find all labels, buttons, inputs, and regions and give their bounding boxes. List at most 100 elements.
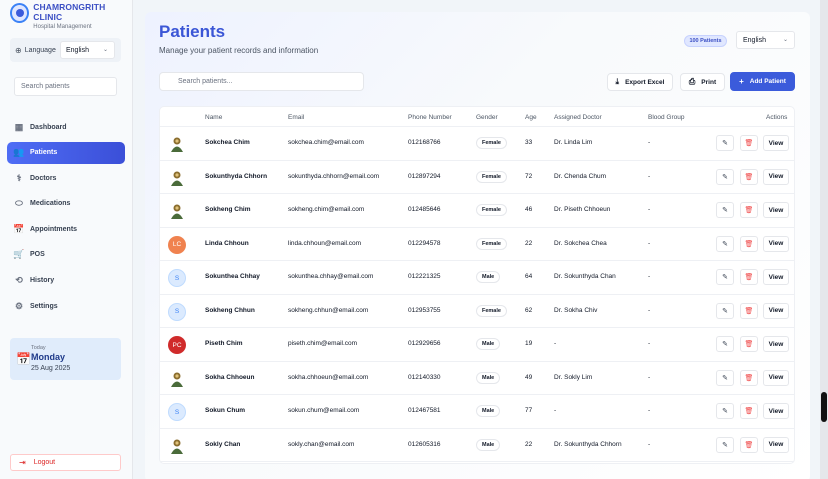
table-row[interactable]: Sokunthyda Chhorn sokunthyda.chhorn@email… xyxy=(160,161,794,194)
edit-button[interactable]: ✎ xyxy=(716,168,734,185)
view-button[interactable]: View xyxy=(763,269,789,285)
edit-button[interactable]: ✎ xyxy=(716,202,734,218)
table-row[interactable]: S Sokunthea Chhay sokunthea.chhay@email.co… xyxy=(160,261,794,295)
edit-button[interactable]: ✎ xyxy=(716,235,734,252)
trash-icon: 🗑 xyxy=(744,207,754,214)
column-header[interactable]: Email xyxy=(288,114,305,121)
trash-icon: 🗑 xyxy=(744,408,754,415)
delete-button[interactable]: 🗑 xyxy=(740,269,758,285)
column-header[interactable]: Blood Group xyxy=(648,114,685,121)
edit-button[interactable]: ✎ xyxy=(716,336,734,352)
table-row[interactable]: PC Piseth Chim piseth.chim@email.com 012929… xyxy=(160,328,794,362)
sidebar-item-doctors[interactable]: ⚕ Doctors xyxy=(7,167,125,189)
column-header[interactable]: Name xyxy=(205,114,223,121)
view-button[interactable]: View xyxy=(763,235,789,252)
trash-icon: 🗑 xyxy=(744,173,754,181)
patient-avatar-image xyxy=(168,202,186,220)
sidebar-item-label: Patients xyxy=(30,149,58,157)
edit-button[interactable]: ✎ xyxy=(716,403,734,419)
logout-button[interactable]: ⇥ Logout xyxy=(10,454,121,471)
blood-group: - xyxy=(648,306,651,314)
gear-icon: ⚙ xyxy=(14,300,24,311)
patient-age: 46 xyxy=(525,206,533,213)
edit-button[interactable]: ✎ xyxy=(716,436,734,453)
sidebar-item-patients[interactable]: 👥 Patients xyxy=(7,141,125,164)
view-button[interactable]: View xyxy=(763,403,789,419)
gender-badge: Female xyxy=(476,137,507,149)
print-label: Print xyxy=(701,78,717,86)
table-row[interactable]: S Sokun Chum sokun.chum@email.com 012467581… xyxy=(160,395,794,429)
assigned-doctor: Dr. Piseth Chhoeun xyxy=(554,206,611,213)
calendar-icon: 📅 xyxy=(16,352,31,366)
table-row[interactable]: Sokly Chan sokly.chan@email.com 012605316 M… xyxy=(160,429,794,462)
patient-email: sokunthyda.chhorn@email.com xyxy=(288,172,380,180)
gender-badge: Female xyxy=(476,304,507,317)
print-button[interactable]: ⎙ Print xyxy=(680,73,725,91)
language-row: ⊕ Language English ⌄ xyxy=(10,38,121,62)
delete-button[interactable]: 🗑 xyxy=(740,436,758,453)
table-row[interactable]: Sokha Chhoeun sokha.chhoeun@email.com 0121… xyxy=(160,362,794,395)
sidebar-item-dashboard[interactable]: ▦ Dashboard xyxy=(7,116,125,138)
plus-icon: + xyxy=(739,77,744,86)
add-patient-button[interactable]: + Add Patient xyxy=(730,72,795,91)
sidebar-language-value: English xyxy=(66,46,89,54)
sidebar-search-input[interactable]: Search patients xyxy=(14,77,117,96)
view-button[interactable]: View xyxy=(763,302,789,319)
patient-search-input[interactable]: Search patients... xyxy=(159,72,364,91)
sidebar-item-history[interactable]: ⟲ History xyxy=(7,270,125,292)
delete-button[interactable]: 🗑 xyxy=(740,235,758,252)
delete-button[interactable]: 🗑 xyxy=(740,403,758,419)
patient-age: 64 xyxy=(525,273,533,280)
edit-button[interactable]: ✎ xyxy=(716,135,734,151)
sidebar-language-select[interactable]: English ⌄ xyxy=(60,41,115,59)
sidebar-item-settings[interactable]: ⚙ Settings xyxy=(7,295,125,317)
sidebar-item-medications[interactable]: ⬭ Medications xyxy=(7,193,125,215)
delete-button[interactable]: 🗑 xyxy=(740,302,758,319)
view-button[interactable]: View xyxy=(763,135,789,151)
table-row[interactable]: Sokheng Chim sokheng.chim@email.com 012485… xyxy=(160,194,794,228)
export-excel-button[interactable]: ⤓ Export Excel xyxy=(607,73,673,91)
delete-button[interactable]: 🗑 xyxy=(740,369,758,386)
view-button[interactable]: View xyxy=(763,436,789,453)
patient-avatar-image xyxy=(168,437,186,455)
sidebar-item-label: Medications xyxy=(30,200,71,208)
header-language-value: English xyxy=(743,37,766,44)
view-button[interactable]: View xyxy=(763,369,789,386)
column-header[interactable]: Gender xyxy=(476,114,498,121)
patient-phone: 012485646 xyxy=(408,206,441,213)
view-button[interactable]: View xyxy=(763,168,789,185)
table-row[interactable]: Sokchea Chim sokchea.chim@email.com 012168… xyxy=(160,127,794,161)
delete-button[interactable]: 🗑 xyxy=(740,202,758,218)
edit-icon: ✎ xyxy=(722,274,728,281)
today-card: 📅 Today Monday 25 Aug 2025 xyxy=(10,338,121,380)
delete-button[interactable]: 🗑 xyxy=(740,336,758,352)
column-header[interactable]: Assigned Doctor xyxy=(554,114,602,121)
edit-button[interactable]: ✎ xyxy=(716,269,734,285)
assigned-doctor: - xyxy=(554,407,557,414)
table-row[interactable]: LC Linda Chhoun linda.chhoun@email.com 0122… xyxy=(160,228,794,261)
edit-button[interactable]: ✎ xyxy=(716,302,734,319)
table-row[interactable]: S Sokheng Chhun sokheng.chhun@email.com 012… xyxy=(160,295,794,328)
sidebar-item-pos[interactable]: 🛒 POS xyxy=(7,244,125,266)
sidebar-item-appointments[interactable]: 📅 Appointments xyxy=(7,218,125,240)
view-button[interactable]: View xyxy=(763,202,789,218)
edit-button[interactable]: ✎ xyxy=(716,369,734,386)
window-scrollbar[interactable] xyxy=(820,0,828,479)
patient-count-badge: 100 Patients xyxy=(684,35,727,47)
column-header[interactable]: Age xyxy=(525,114,537,121)
patient-email: linda.chhoun@email.com xyxy=(288,239,362,247)
scrollbar-thumb[interactable] xyxy=(821,392,827,422)
delete-button[interactable]: 🗑 xyxy=(740,135,758,151)
blood-group: - xyxy=(648,340,651,347)
patient-email: sokheng.chim@email.com xyxy=(288,206,365,213)
patient-name: Sokchea Chim xyxy=(205,139,250,146)
column-header[interactable]: Phone Number xyxy=(408,114,452,121)
delete-button[interactable]: 🗑 xyxy=(740,168,758,185)
view-button[interactable]: View xyxy=(763,336,789,352)
patient-name: Piseth Chim xyxy=(205,340,243,347)
patient-age: 22 xyxy=(525,440,533,448)
header-language-select[interactable]: English ⌄ xyxy=(736,31,795,49)
patient-name: Sokun Chum xyxy=(205,407,246,414)
export-icon: ⤓ xyxy=(615,77,620,86)
patient-avatar: S xyxy=(168,269,186,287)
